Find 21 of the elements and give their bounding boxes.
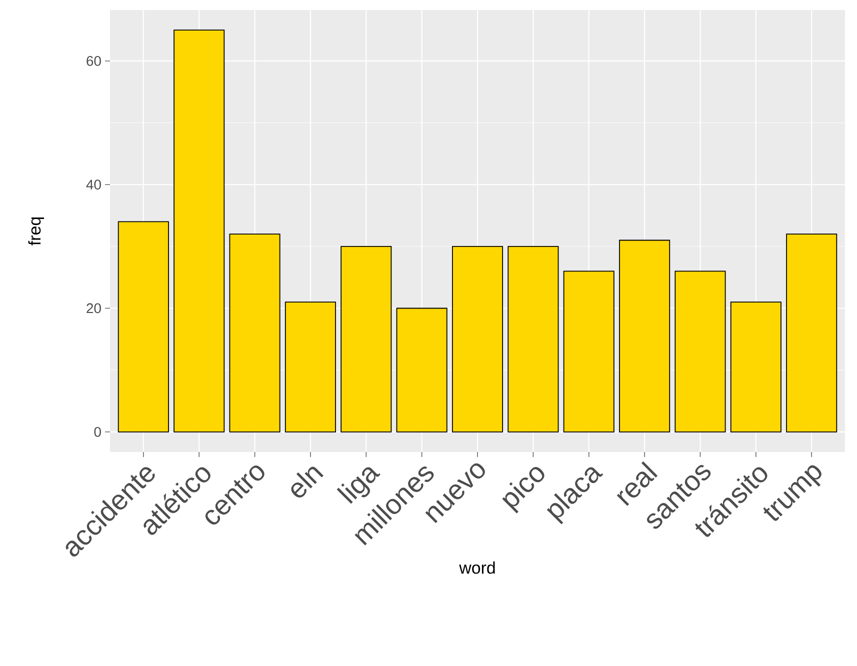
bar (174, 30, 225, 432)
bar (396, 308, 448, 432)
y-tick-label: 40 (86, 180, 101, 190)
y-tick-label: 0 (94, 426, 101, 437)
bar (508, 246, 559, 432)
bar (674, 270, 726, 432)
x-tick-label: eln (291, 466, 324, 498)
bar (730, 302, 782, 432)
y-tick-label: 60 (86, 56, 101, 66)
bar (563, 270, 614, 432)
bar (229, 234, 280, 432)
bar (786, 234, 838, 432)
bar (619, 240, 670, 432)
bar (284, 302, 336, 432)
y-axis-title: freq (28, 217, 44, 246)
bar (340, 246, 392, 432)
y-tick-label: 20 (86, 303, 101, 314)
bar (118, 221, 169, 432)
bar (452, 246, 504, 432)
x-axis-title: word (459, 561, 495, 574)
x-tick-label: pico (502, 467, 544, 514)
